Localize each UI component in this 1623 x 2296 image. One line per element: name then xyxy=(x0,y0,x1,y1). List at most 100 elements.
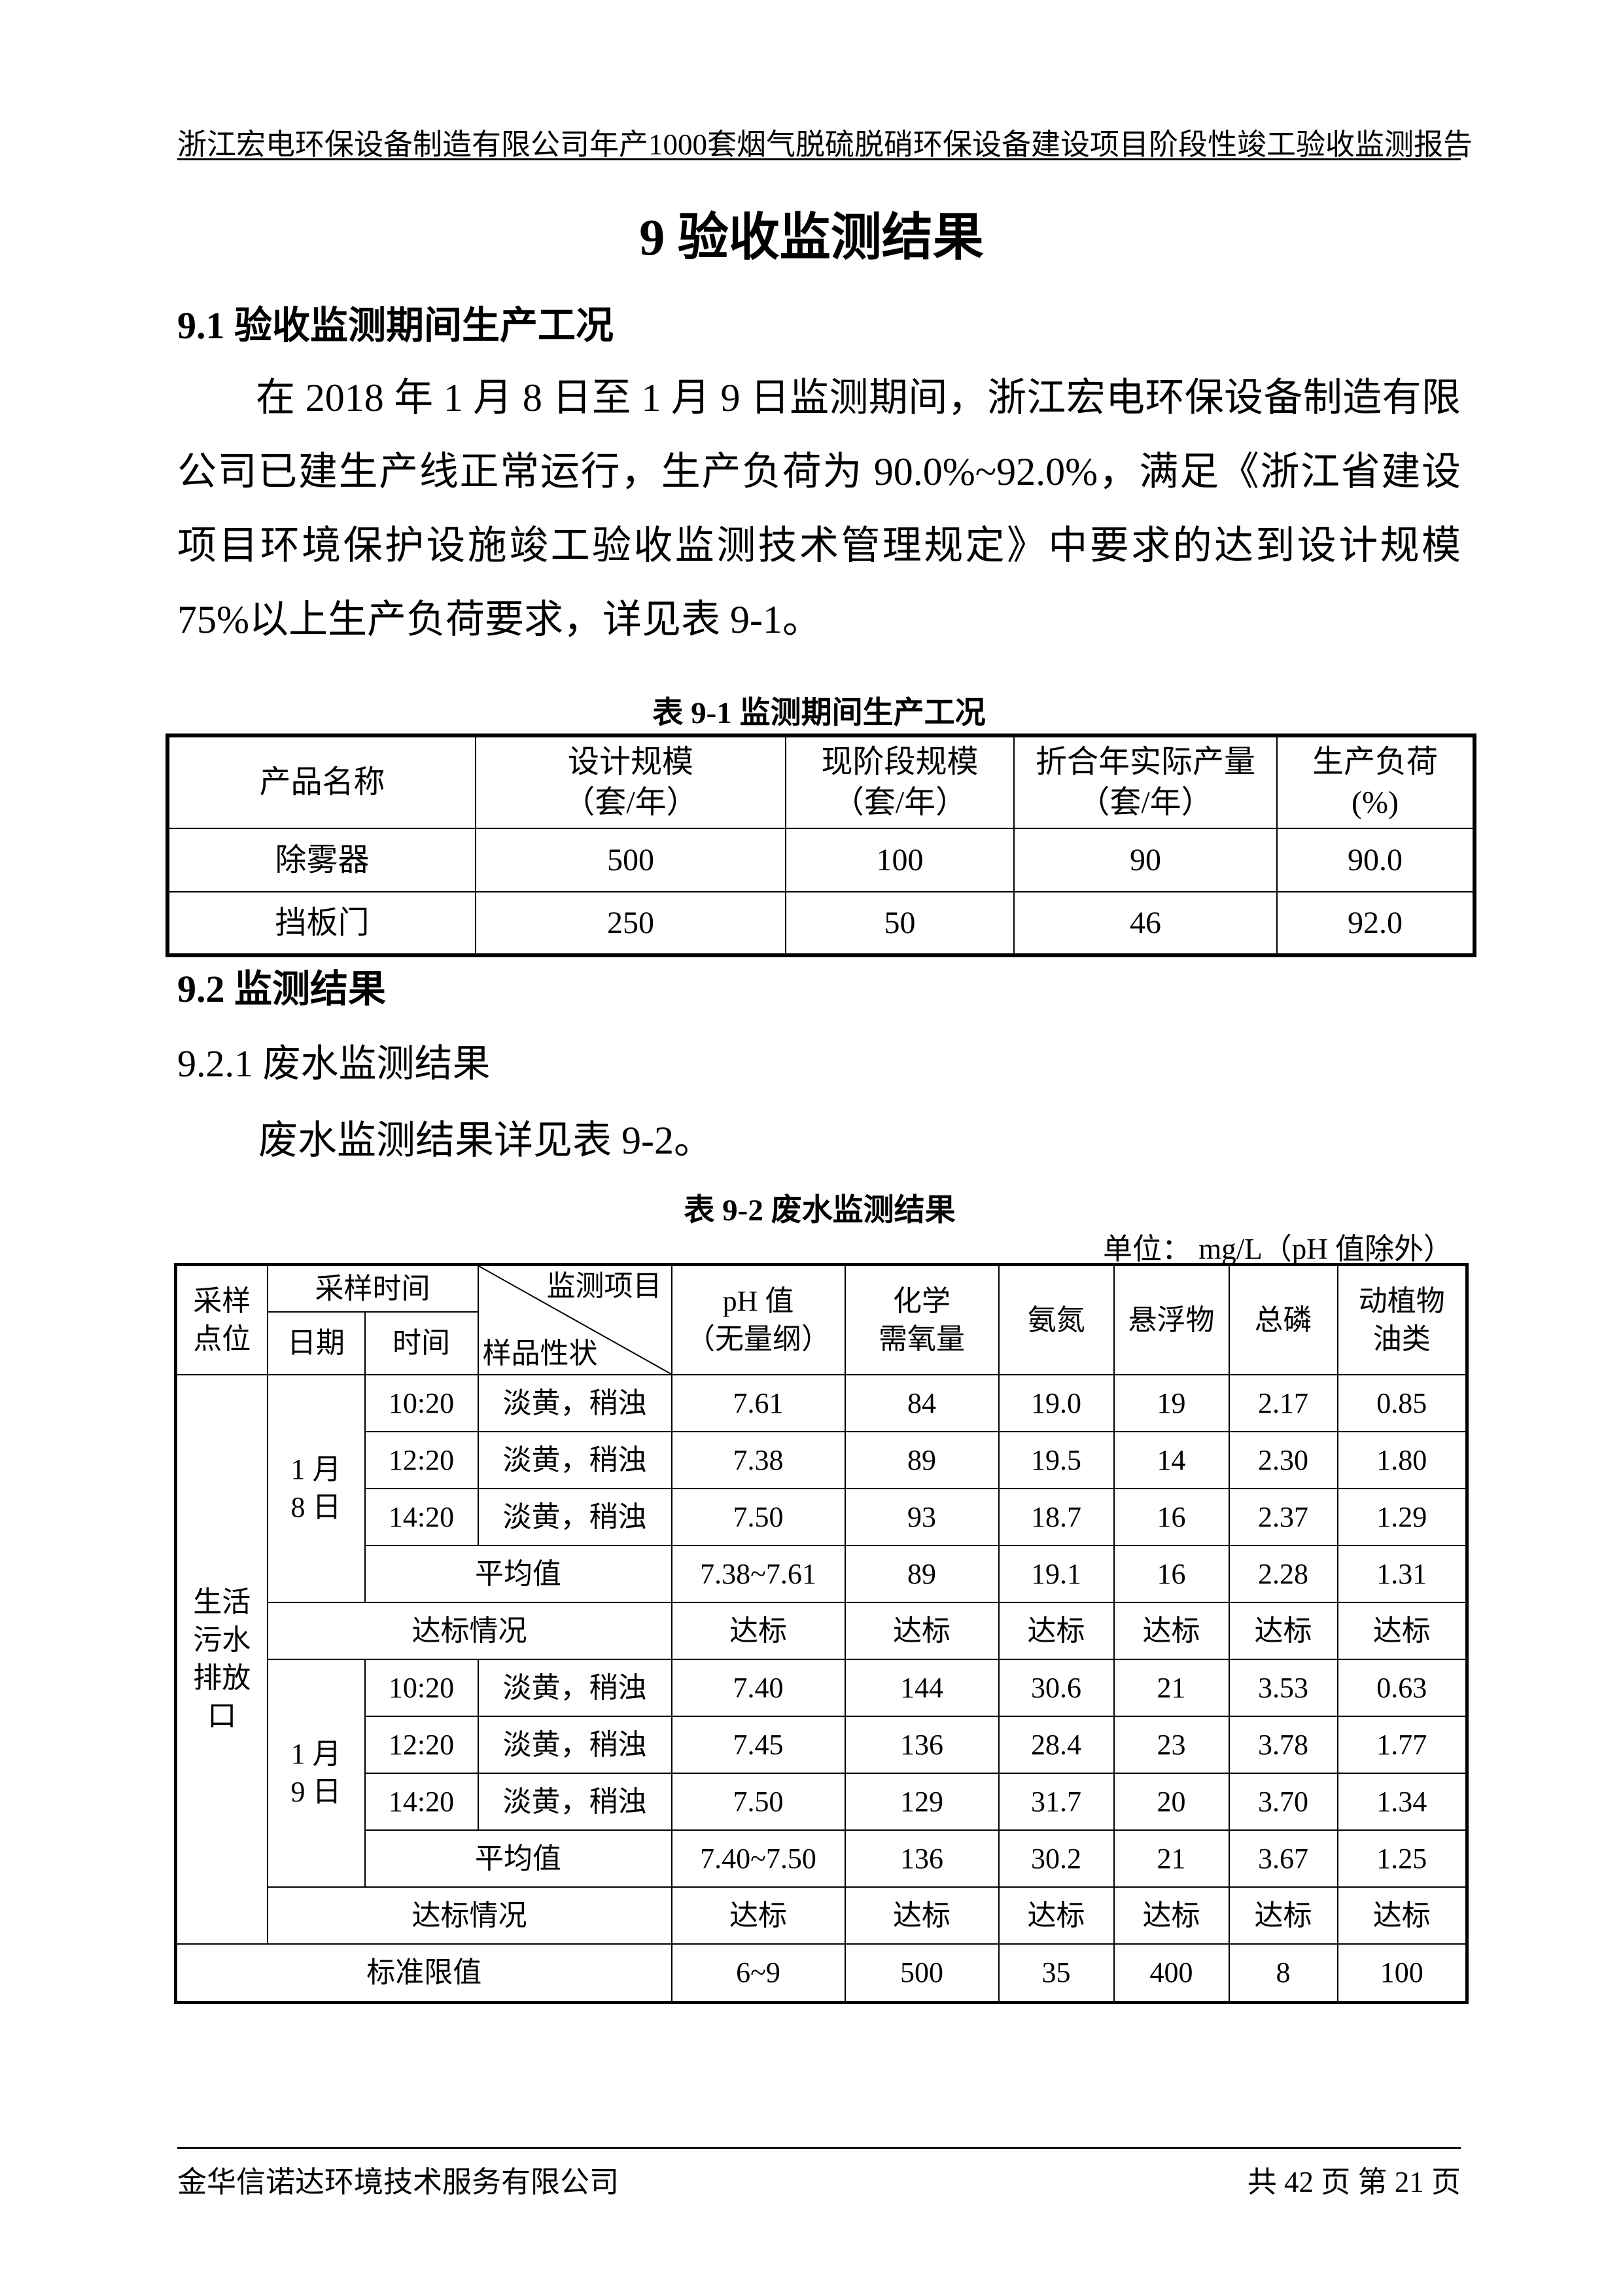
header-item: 动植物 油类 xyxy=(1336,1263,1468,1375)
cell: 2.37 xyxy=(1228,1488,1338,1546)
cell: 28.4 xyxy=(998,1716,1115,1774)
time-cell: 12:20 xyxy=(364,1431,479,1489)
cell: 50 xyxy=(785,891,1015,956)
wastewater-table: 采样点位 采样时间 监测项目 样品性状 pH 值 （无量纲） 化学 需氧量 氨氮 悬浮物 总磷动… xyxy=(174,1263,1469,2004)
header-items: 监测项目 xyxy=(546,1270,662,1302)
cell: 30.2 xyxy=(998,1829,1115,1888)
compliance-label: 达标情况 xyxy=(266,1602,672,1660)
table-9-2-unit: 单位： mg/L（pH 值除外） xyxy=(1103,1233,1453,1265)
cell: 31.7 xyxy=(998,1773,1115,1831)
cell: 129 xyxy=(844,1773,1000,1831)
header-sampling-time: 采样时间 xyxy=(266,1263,479,1313)
production-table: 产品名称 设计规模 （套/年） 现阶段规模 （套/年） 折合年实际产量 （套/年） 生… xyxy=(166,733,1476,957)
diagonal-line xyxy=(479,1266,671,1374)
cell: 21 xyxy=(1113,1659,1230,1717)
footer-page-info: 共 42 页 第 21 页 xyxy=(1247,2166,1461,2199)
cell: 23 xyxy=(1113,1716,1230,1774)
table-header-row: 采样点位 采样时间 监测项目 样品性状 pH 值 （无量纲） 化学 需氧量 氨氮 悬浮物 总磷动… xyxy=(175,1263,1468,1375)
cell: 0.85 xyxy=(1336,1374,1468,1432)
cell: 14 xyxy=(1113,1431,1230,1489)
cell: 7.38 xyxy=(671,1431,846,1489)
section-9-2-heading: 9.2 监测结果 xyxy=(177,968,387,1010)
table-header-row: 产品名称 设计规模 （套/年） 现阶段规模 （套/年） 折合年实际产量 （套/年） 生… xyxy=(167,735,1475,829)
header-appearance: 样品性状 xyxy=(482,1337,598,1369)
header-cell: 生产负荷 (%) xyxy=(1276,735,1475,829)
table-row: 14:20 淡黄，稍浊 7.50 93 18.7 16 2.37 1.29 xyxy=(176,1488,1468,1546)
table-9-1-caption: 表 9-1 监测期间生产工况 xyxy=(652,696,986,730)
average-label: 平均值 xyxy=(364,1545,672,1603)
table-header-row: 日期 时间 xyxy=(176,1311,1467,1375)
cell: 7.38~7.61 xyxy=(671,1545,846,1603)
cell: 19.0 xyxy=(998,1374,1115,1432)
cell: 100 xyxy=(785,828,1015,892)
table-row: 12:20 淡黄，稍浊 7.38 89 19.5 14 2.30 1.80 xyxy=(176,1431,1468,1489)
section-9-1-paragraph: 在 2018 年 1 月 8 日至 1 月 9 日监测期间，浙江宏电环保设备制造… xyxy=(177,376,1461,641)
standard-label: 标准限值 xyxy=(175,1943,672,2003)
cell: 达标 xyxy=(998,1886,1115,1945)
header-time: 时间 xyxy=(364,1311,479,1375)
cell: 1.77 xyxy=(1336,1716,1468,1774)
cell: 19.1 xyxy=(998,1545,1115,1603)
cell: 达标 xyxy=(1336,1886,1468,1945)
cell: 89 xyxy=(844,1431,1000,1489)
appearance-cell: 淡黄，稍浊 xyxy=(477,1659,672,1717)
time-cell: 14:20 xyxy=(364,1488,479,1546)
average-row: 平均值 7.38~7.61 89 19.1 16 2.28 1.31 xyxy=(176,1545,1468,1603)
cell: 89 xyxy=(844,1545,1000,1603)
cell: 92.0 xyxy=(1276,891,1475,956)
header-item: 总磷 xyxy=(1228,1263,1338,1375)
cell: 3.78 xyxy=(1228,1716,1338,1774)
cell: 19.5 xyxy=(998,1431,1115,1489)
chapter-title: 9 验收监测结果 xyxy=(639,209,984,266)
cell: 达标 xyxy=(844,1886,1000,1945)
header-item: 悬浮物 xyxy=(1113,1263,1230,1375)
header-site: 采样点位 xyxy=(175,1263,268,1375)
cell: 46 xyxy=(1013,891,1278,956)
cell: 500 xyxy=(475,828,786,892)
footer-divider xyxy=(177,2147,1461,2149)
cell: 250 xyxy=(475,891,786,956)
cell: 7.40 xyxy=(671,1659,846,1717)
cell: 19 xyxy=(1113,1374,1230,1432)
table-row: 12:20 淡黄，稍浊 7.45 136 28.4 23 3.78 1.77 xyxy=(176,1716,1468,1774)
cell: 1.31 xyxy=(1336,1545,1468,1603)
cell: 1.80 xyxy=(1336,1431,1468,1489)
cell: 达标 xyxy=(1113,1886,1230,1945)
cell: 20 xyxy=(1113,1773,1230,1831)
cell: 16 xyxy=(1113,1488,1230,1546)
footer-company: 金华信诺达环境技术服务有限公司 xyxy=(177,2166,620,2199)
cell: 1.29 xyxy=(1336,1488,1468,1546)
section-9-2-1-heading: 9.2.1 废水监测结果 xyxy=(177,1042,491,1085)
appearance-cell: 淡黄，稍浊 xyxy=(477,1716,672,1774)
cell: 3.53 xyxy=(1228,1659,1338,1717)
cell: 达标 xyxy=(844,1602,1000,1660)
cell: 90 xyxy=(1013,828,1278,892)
cell: 达标 xyxy=(1228,1886,1338,1945)
cell: 30.6 xyxy=(998,1659,1115,1717)
cell: 90.0 xyxy=(1276,828,1475,892)
appearance-cell: 淡黄，稍浊 xyxy=(477,1488,672,1546)
table-row: 除雾器 500 100 90 90.0 xyxy=(167,828,1475,892)
cell: 6~9 xyxy=(671,1943,846,2003)
cell: 达标 xyxy=(1228,1602,1338,1660)
cell: 84 xyxy=(844,1374,1000,1432)
cell: 达标 xyxy=(671,1602,846,1660)
header-cell: 现阶段规模 （套/年） xyxy=(785,735,1015,829)
date-cell: 1 月 8 日 xyxy=(266,1374,366,1603)
time-cell: 14:20 xyxy=(364,1773,479,1831)
cell: 100 xyxy=(1336,1943,1468,2003)
header-cell: 设计规模 （套/年） xyxy=(475,735,786,829)
cell: 达标 xyxy=(671,1886,846,1945)
cell: 136 xyxy=(844,1829,1000,1888)
header-cell: 产品名称 xyxy=(167,735,476,829)
table-row: 挡板门 250 50 46 92.0 xyxy=(167,891,1475,956)
cell: 35 xyxy=(998,1943,1115,2003)
cell: 挡板门 xyxy=(167,891,476,956)
cell: 达标 xyxy=(1113,1602,1230,1660)
cell: 18.7 xyxy=(998,1488,1115,1546)
cell: 136 xyxy=(844,1716,1000,1774)
table-row: 1 月 9 日 10:20 淡黄，稍浊 7.40 144 30.6 21 3.53 0.63 xyxy=(176,1659,1468,1888)
header-divider xyxy=(177,158,1461,160)
compliance-row: 达标情况 达标 达标 达标 达标 达标 达标 xyxy=(176,1602,1468,1660)
cell: 1.34 xyxy=(1336,1773,1468,1831)
